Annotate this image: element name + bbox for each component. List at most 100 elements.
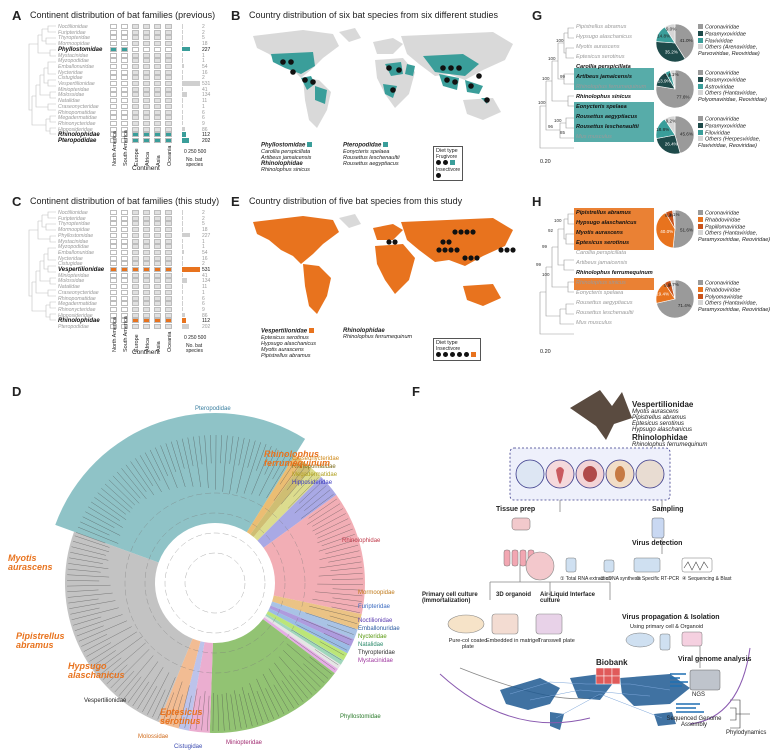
continent-cell — [143, 221, 150, 227]
panel-b-legend-family-0: Phyllostomidae — [261, 142, 306, 149]
continent-cell — [110, 238, 117, 244]
continent-cell — [165, 115, 172, 121]
panel-a-continent-axis: North America South America Europe Africa As… — [110, 130, 206, 170]
pie-label: 9.2% — [666, 119, 676, 124]
panel-f-species: Eptesicus serotinus — [632, 421, 685, 427]
tree-species-label: Eptesicus serotinus — [576, 240, 630, 246]
family-label: Rhinolophidae — [58, 132, 100, 139]
panel-g-bootstrap: 96 — [548, 124, 554, 129]
continent-cell — [165, 301, 172, 307]
pie-label: 45.6% — [680, 132, 693, 137]
tree-branch — [92, 650, 116, 667]
continent-cell — [110, 69, 117, 75]
continent-cell — [165, 24, 172, 29]
continent-cell — [121, 24, 128, 29]
continent-cell — [143, 284, 150, 290]
continent-cell — [154, 58, 161, 64]
family-sector-label: Molossidae — [138, 734, 169, 740]
tree-branch — [312, 508, 343, 527]
tree-branch — [182, 438, 194, 487]
continent-cell — [154, 132, 161, 138]
virus-pie-chart: 41.0% 35.2% 14.8%9.0% — [655, 23, 695, 63]
species-callout: Rhinolophus ferrumequinum — [264, 449, 331, 469]
species-count: 1 — [202, 103, 205, 110]
continent-cell — [110, 227, 117, 233]
continent-cell — [110, 215, 117, 221]
species-count: 2 — [202, 75, 205, 82]
virus-pie-chart: 51.6% 40.0% 6.3%2.1% — [655, 209, 695, 249]
continent-cell — [143, 109, 150, 115]
species-count: 11 — [202, 284, 208, 291]
tree-branch — [114, 671, 135, 693]
tree-branch — [70, 552, 109, 561]
pie-label: 14.8% — [657, 33, 670, 38]
family-label: Molossidae — [58, 92, 85, 99]
tree-species-label: Pipistrellus abramus — [576, 24, 627, 30]
family-label: Pteropodidae — [58, 138, 97, 144]
species-count: 54 — [202, 249, 208, 256]
family-sector-label: Natalidae — [358, 642, 384, 648]
tree-branch — [85, 511, 115, 528]
panel-a-label: A — [12, 8, 22, 23]
species-count: 54 — [202, 63, 208, 70]
panel-f-virus-detection: Virus detection — [632, 540, 683, 547]
species-bar — [182, 295, 183, 300]
continent-cell — [165, 221, 172, 227]
panel-b-legend-species: Carollia perspicillata — [261, 148, 311, 155]
continent-cell — [165, 244, 172, 250]
tree-branch — [289, 636, 336, 670]
continent-cell — [143, 312, 150, 318]
family-label: Rhinopomatidae — [58, 295, 96, 302]
continent-cell — [132, 215, 139, 221]
tree-branch — [256, 444, 267, 471]
tree-branch — [67, 585, 111, 587]
family-label: Rhinolophidae — [58, 318, 100, 325]
panel-e-diet-item: Insectivore — [436, 346, 461, 352]
continent-cell — [154, 52, 161, 58]
tree-species-label: Rousettus leschenaultii — [576, 310, 634, 316]
tree-branch — [273, 462, 302, 501]
continent-cell — [154, 295, 161, 301]
panel-c-continent-axis: North America South America Europe Africa As… — [110, 316, 206, 356]
continent-cell — [143, 232, 150, 238]
continent-cell — [154, 272, 161, 278]
species-bar — [182, 132, 186, 137]
tree-branch — [288, 477, 319, 509]
panel-h: H 100 92 99 99 100 0.20 Pipistrellus abr… — [528, 188, 778, 358]
family-sector — [267, 608, 351, 654]
panel-g-species-labels: Pipistrellus abramus Hypsugo alaschanicus… — [576, 22, 656, 152]
tree-branch — [204, 435, 209, 489]
continent-cell — [132, 69, 139, 75]
family-label: Rhinonycteridae — [58, 120, 96, 127]
continent-cell — [110, 324, 117, 329]
continent-cell — [165, 238, 172, 244]
continent-cell — [143, 115, 150, 121]
species-bar — [182, 115, 183, 120]
family-label: Mormoopidae — [58, 41, 90, 48]
family-sector-label: Furipteridae — [358, 604, 391, 610]
species-bar — [182, 63, 184, 69]
pie-legend-entry: Flaviviridae — [698, 37, 776, 45]
tree-branch — [299, 481, 323, 504]
continent-cell — [165, 255, 172, 261]
tree-branch — [67, 580, 100, 582]
continent-cell — [121, 58, 128, 64]
panel-d: D Pteropodidae Craseonycteridae Rhinopomat… — [0, 378, 400, 754]
family-sector-label: Cistugidae — [174, 744, 203, 750]
tree-branch — [72, 541, 110, 552]
tree-branch — [82, 516, 121, 536]
panel-g-bootstrap: 99 — [560, 74, 566, 79]
tree-branch — [236, 439, 250, 494]
continent-cell — [132, 324, 139, 329]
continent-cell — [110, 278, 117, 284]
continent-cell — [132, 301, 139, 307]
pie-legend-entry: Coronaviridae — [698, 24, 776, 31]
tree-branch — [318, 573, 363, 577]
family-sector — [178, 641, 205, 731]
continent-cell — [154, 221, 161, 227]
panel-e-label: E — [231, 194, 240, 209]
panel-b-legend-family-1: Rhinolophidae — [261, 160, 303, 167]
tree-branch — [74, 535, 110, 548]
panel-h-bootstrap: 100 — [542, 272, 550, 277]
continent-cell — [110, 232, 117, 238]
